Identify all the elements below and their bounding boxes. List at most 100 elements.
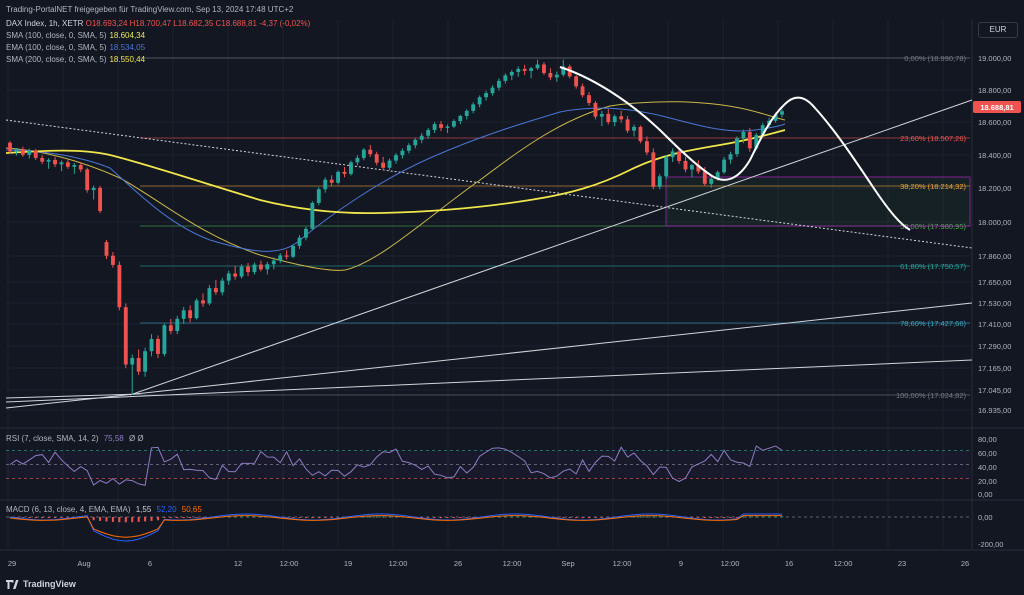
candle-body [451, 121, 456, 127]
candle-body [670, 151, 675, 158]
macd-histogram-bar [131, 517, 134, 523]
macd-histogram-bar [768, 516, 771, 518]
rsi-extra: Ø Ø [128, 434, 144, 443]
time-tick-label: 29 [8, 559, 16, 568]
candle-body [162, 325, 167, 354]
fib-level-label: 61,80% (17.750,57) [900, 262, 966, 271]
macd-histogram-bar [253, 516, 256, 518]
price-tick-label: 16.935,00 [978, 406, 1011, 415]
candle-body [458, 115, 463, 122]
macd-histogram-bar [375, 516, 378, 518]
time-tick-label: 23 [898, 559, 906, 568]
time-tick-label: 12:00 [503, 559, 522, 568]
macd-tick-label: 0,00 [978, 513, 993, 522]
macd-histogram-bar [665, 516, 668, 518]
macd-histogram-bar [446, 517, 449, 519]
candle-body [374, 154, 379, 163]
candle-body [677, 151, 681, 161]
macd-histogram-bar [195, 517, 198, 518]
macd-histogram-bar [774, 516, 777, 518]
candle-body [233, 273, 238, 277]
candle-body [194, 300, 199, 319]
macd-histogram-bar [34, 517, 37, 519]
macd-histogram-bar [298, 517, 301, 518]
macd-histogram-bar [382, 516, 385, 518]
indicator-legend-ema100[interactable]: EMA (100, close, 0, SMA, 5) 18.534,05 [6, 43, 146, 52]
rsi-legend[interactable]: RSI (7, close, SMA, 14, 2) 75,58 Ø Ø [6, 434, 144, 443]
macd-line [9, 513, 782, 542]
publisher-caption: Trading-PortalNET freigegeben für Tradin… [6, 5, 294, 14]
price-tick-label: 17.045,00 [978, 386, 1011, 395]
candle-body [599, 113, 604, 117]
indicator-legend-sma100[interactable]: SMA (100, close, 0, SMA, 5) 18.604,34 [6, 31, 146, 40]
candle-body [387, 160, 392, 168]
macd-histogram-bar [118, 517, 121, 523]
forecast-path [559, 66, 911, 231]
candle-body [323, 179, 328, 190]
candle-body [349, 162, 353, 174]
macd-histogram-bar [723, 517, 726, 519]
macd-histogram-bar [639, 516, 642, 518]
current-price-label: 18.688,81 [980, 103, 1013, 112]
candle-body [657, 176, 662, 187]
ema100-line [5, 107, 786, 252]
candle-body [406, 145, 411, 151]
macd-histogram-bar [440, 517, 443, 519]
candle-body [111, 255, 115, 265]
candle-body [413, 139, 418, 146]
candle-body [136, 358, 141, 372]
candle-body [297, 237, 302, 246]
base-trendline [5, 393, 141, 399]
currency-button[interactable]: EUR [978, 22, 1018, 38]
macd-histogram-bar [317, 517, 320, 519]
macd-histogram-bar [729, 517, 732, 518]
candle-body [355, 157, 360, 163]
candle-body [484, 93, 488, 98]
rsi-line [9, 445, 783, 486]
dotted-trendline [5, 119, 973, 249]
tradingview-logo[interactable]: TradingView [6, 579, 76, 589]
candle-body [181, 310, 186, 319]
candle-body [612, 116, 617, 123]
macd-histogram-bar [41, 517, 44, 519]
indicator-legend-sma200[interactable]: SMA (200, close, 0, SMA, 5) 18.550,44 [6, 55, 146, 64]
macd-histogram-bar [105, 517, 108, 522]
macd-histogram-bar [703, 517, 706, 518]
ema100-value: 18.534,05 [109, 43, 146, 52]
macd-histogram-bar [388, 516, 391, 518]
candle-body [14, 149, 19, 152]
time-tick-label: Aug [77, 559, 90, 568]
macd-histogram-bar [259, 516, 262, 518]
candle-body [664, 157, 669, 177]
macd-histogram-bar [420, 517, 423, 518]
macd-histogram-bar [324, 517, 327, 519]
candle-body [252, 264, 257, 273]
candle-body [201, 300, 205, 304]
candle-body [535, 64, 540, 69]
candle-body [239, 266, 244, 277]
macd-histogram-bar [163, 517, 166, 518]
macd-legend[interactable]: MACD (6, 13, close, 4, EMA, EMA) 1,55 52… [6, 505, 202, 514]
macd-histogram-bar [594, 517, 597, 518]
candle-body [40, 157, 45, 162]
price-tick-label: 18.600,00 [978, 118, 1011, 127]
macd-histogram-bar [690, 517, 693, 518]
macd-histogram-bar [99, 517, 102, 521]
candle-body [381, 162, 386, 168]
macd-tick-label: -200,00 [978, 540, 1003, 549]
candle-body [130, 358, 135, 365]
candle-body [72, 165, 77, 167]
candle-body [754, 135, 759, 149]
macd-histogram-bar [459, 517, 462, 519]
candle-body [715, 172, 720, 179]
macd-histogram-bar [111, 517, 114, 522]
candle-body [33, 150, 38, 158]
macd-histogram-bar [156, 517, 159, 521]
candle-body [361, 149, 366, 158]
macd-histogram-bar [735, 517, 738, 518]
macd-histogram-bar [465, 517, 468, 518]
time-tick-label: 26 [961, 559, 969, 568]
candle-body [773, 114, 778, 121]
candle-body [509, 71, 514, 76]
